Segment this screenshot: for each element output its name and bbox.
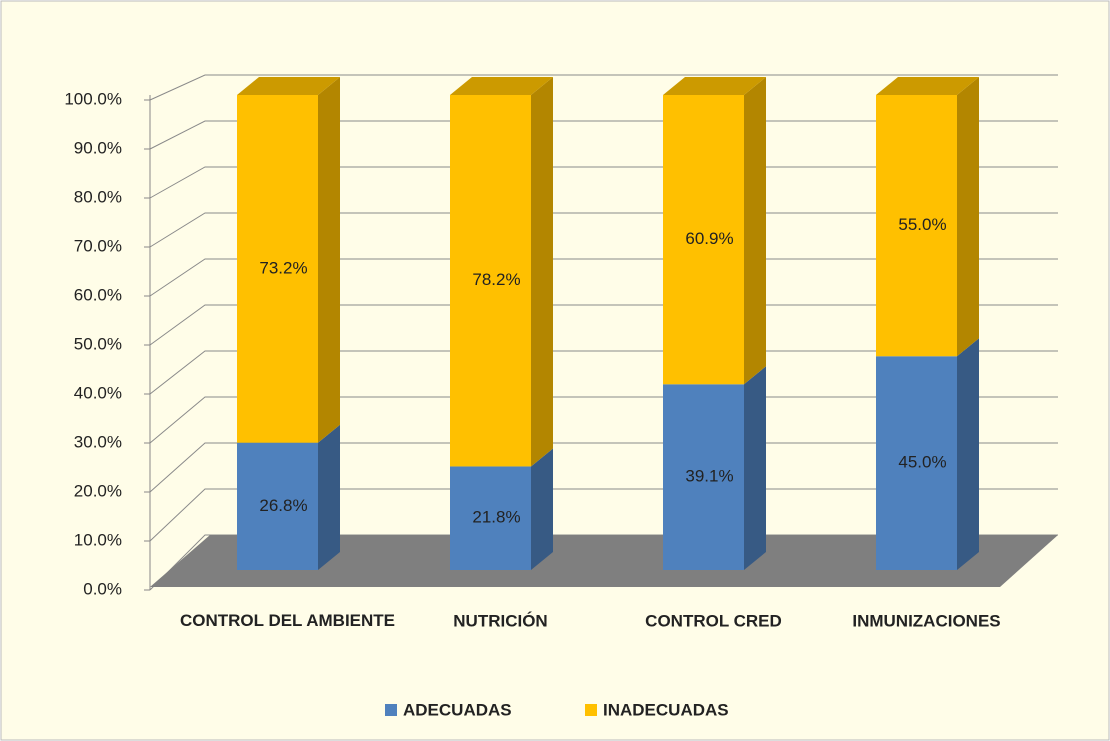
data-label: 78.2% bbox=[472, 270, 520, 289]
grid-line bbox=[149, 488, 1058, 542]
x-tick-label: NUTRICIÓN bbox=[453, 611, 547, 630]
data-label: 73.2% bbox=[259, 258, 307, 277]
y-tick-label: 20.0% bbox=[74, 481, 122, 500]
bar-top bbox=[876, 77, 979, 95]
grid-line bbox=[149, 74, 1058, 101]
floor bbox=[150, 535, 1058, 587]
bar bbox=[876, 356, 957, 570]
bar-side bbox=[318, 77, 340, 443]
y-tick-label: 90.0% bbox=[74, 138, 122, 157]
bar-side bbox=[531, 448, 553, 570]
legend-swatch bbox=[385, 704, 397, 716]
grid-line bbox=[149, 120, 1058, 150]
bar-top bbox=[237, 77, 340, 95]
legend-label: INADECUADAS bbox=[603, 700, 729, 719]
y-tick-label: 100.0% bbox=[64, 89, 122, 108]
grid-line bbox=[149, 212, 1058, 248]
bar-side bbox=[957, 77, 979, 357]
bar bbox=[450, 466, 531, 570]
legend-swatch bbox=[585, 704, 597, 716]
grid-line bbox=[149, 396, 1058, 444]
grid-line bbox=[149, 258, 1058, 297]
grid-line bbox=[149, 442, 1058, 493]
legend-label: ADECUADAS bbox=[403, 700, 512, 719]
bar-side bbox=[531, 77, 553, 467]
grid-line bbox=[149, 304, 1058, 346]
y-tick-label: 30.0% bbox=[74, 432, 122, 451]
x-tick-label: INMUNIZACIONES bbox=[852, 611, 1000, 630]
bar bbox=[237, 442, 318, 570]
data-label: 26.8% bbox=[259, 496, 307, 515]
bar bbox=[876, 95, 957, 357]
bar-side bbox=[318, 424, 340, 570]
bar-top bbox=[663, 77, 766, 95]
x-tick-label-line: CONTROL DEL AMBIENTE bbox=[180, 611, 395, 630]
data-label: 45.0% bbox=[898, 453, 946, 472]
data-label: 39.1% bbox=[685, 467, 733, 486]
grid-line bbox=[149, 166, 1058, 199]
x-tick-label: CONTROL CRED bbox=[645, 611, 782, 630]
bar bbox=[450, 95, 531, 467]
bar-top bbox=[450, 77, 553, 95]
y-tick-label: 50.0% bbox=[74, 334, 122, 353]
bar-side bbox=[744, 366, 766, 570]
y-tick-label: 40.0% bbox=[74, 383, 122, 402]
y-tick-label: 10.0% bbox=[74, 530, 122, 549]
data-label: 60.9% bbox=[685, 229, 733, 248]
y-tick-label: 70.0% bbox=[74, 236, 122, 255]
y-tick-label: 80.0% bbox=[74, 187, 122, 206]
bar bbox=[663, 95, 744, 385]
x-tick-label: CONTROL DEL AMBIENTE bbox=[180, 611, 395, 630]
bar bbox=[237, 95, 318, 443]
y-tick-label: 60.0% bbox=[74, 285, 122, 304]
y-tick-label: 0.0% bbox=[83, 579, 122, 598]
bar-side bbox=[957, 338, 979, 570]
data-label: 55.0% bbox=[898, 215, 946, 234]
data-label: 21.8% bbox=[472, 508, 520, 527]
bar-side bbox=[744, 77, 766, 385]
grid-line bbox=[149, 350, 1058, 395]
bar bbox=[663, 384, 744, 570]
